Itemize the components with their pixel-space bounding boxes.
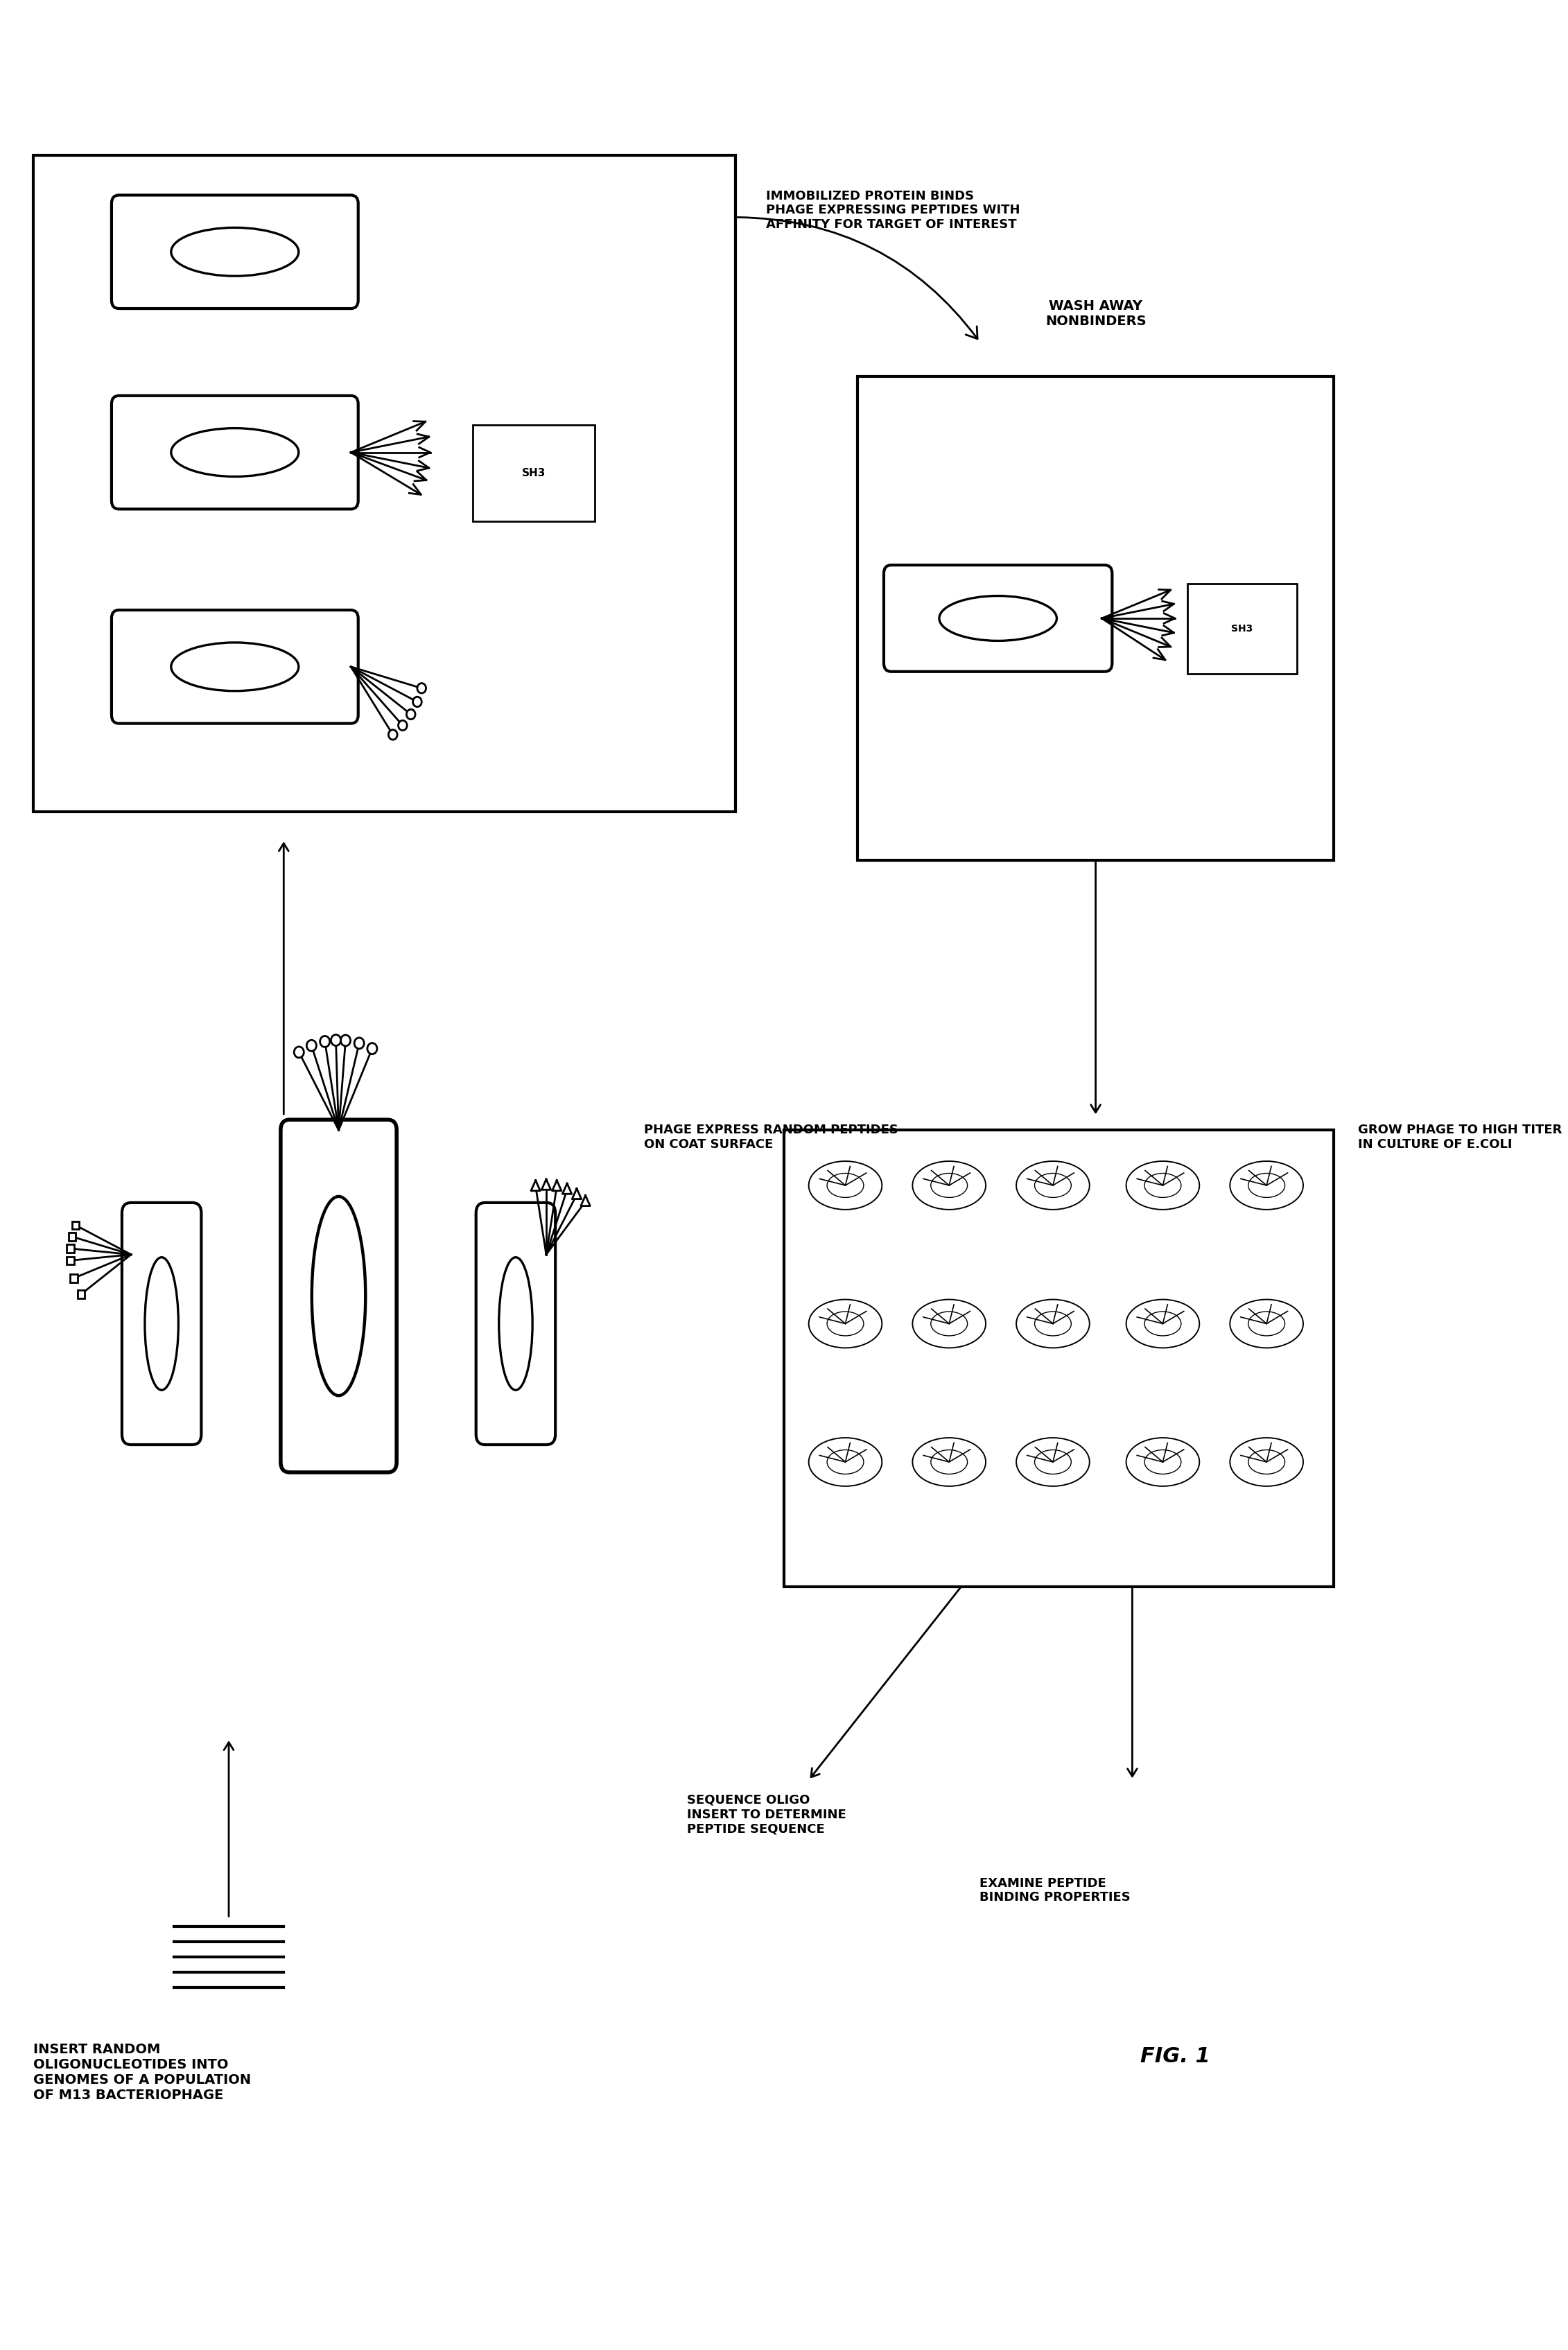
Ellipse shape xyxy=(1126,1300,1200,1349)
Ellipse shape xyxy=(931,1311,967,1335)
Ellipse shape xyxy=(931,1450,967,1473)
Text: INSERT RANDOM
OLIGONUCLEOTIDES INTO
GENOMES OF A POPULATION
OF M13 BACTERIOPHAGE: INSERT RANDOM OLIGONUCLEOTIDES INTO GENO… xyxy=(33,2042,251,2101)
FancyBboxPatch shape xyxy=(122,1203,201,1445)
Ellipse shape xyxy=(171,428,298,477)
Ellipse shape xyxy=(1126,1438,1200,1485)
Ellipse shape xyxy=(809,1438,881,1485)
Ellipse shape xyxy=(1145,1173,1181,1198)
Ellipse shape xyxy=(1035,1311,1071,1335)
Ellipse shape xyxy=(913,1300,986,1349)
Text: EXAMINE PEPTIDE
BINDING PROPERTIES: EXAMINE PEPTIDE BINDING PROPERTIES xyxy=(980,1878,1131,1904)
Ellipse shape xyxy=(809,1300,881,1349)
FancyBboxPatch shape xyxy=(111,195,358,308)
Bar xyxy=(77,1290,85,1297)
Bar xyxy=(69,1234,75,1241)
Circle shape xyxy=(354,1039,364,1048)
Circle shape xyxy=(320,1036,329,1048)
Polygon shape xyxy=(572,1189,582,1198)
Circle shape xyxy=(295,1046,304,1058)
Circle shape xyxy=(367,1043,376,1055)
Circle shape xyxy=(417,684,426,693)
Ellipse shape xyxy=(1229,1161,1303,1210)
Ellipse shape xyxy=(1126,1161,1200,1210)
Ellipse shape xyxy=(312,1196,365,1396)
Circle shape xyxy=(331,1034,340,1046)
FancyBboxPatch shape xyxy=(884,564,1112,672)
Polygon shape xyxy=(563,1184,572,1194)
Bar xyxy=(67,1257,74,1264)
Ellipse shape xyxy=(931,1173,967,1198)
Circle shape xyxy=(406,710,416,719)
Circle shape xyxy=(398,721,408,731)
Polygon shape xyxy=(580,1196,590,1206)
Ellipse shape xyxy=(826,1311,864,1335)
Circle shape xyxy=(412,698,422,707)
FancyBboxPatch shape xyxy=(111,611,358,724)
Ellipse shape xyxy=(809,1161,881,1210)
Bar xyxy=(72,1222,80,1229)
Ellipse shape xyxy=(144,1257,179,1391)
Bar xyxy=(33,155,735,813)
Ellipse shape xyxy=(826,1450,864,1473)
Ellipse shape xyxy=(1016,1161,1090,1210)
Text: SH3: SH3 xyxy=(522,468,546,479)
Ellipse shape xyxy=(171,228,298,275)
FancyArrowPatch shape xyxy=(737,216,977,338)
Bar xyxy=(784,1130,1334,1586)
Ellipse shape xyxy=(1016,1300,1090,1349)
Text: SEQUENCE OLIGO
INSERT TO DETERMINE
PEPTIDE SEQUENCE: SEQUENCE OLIGO INSERT TO DETERMINE PEPTI… xyxy=(687,1793,845,1835)
Bar xyxy=(67,1246,74,1253)
Ellipse shape xyxy=(1035,1450,1071,1473)
Circle shape xyxy=(307,1041,317,1050)
Ellipse shape xyxy=(1229,1438,1303,1485)
Text: IMMOBILIZED PROTEIN BINDS
PHAGE EXPRESSING PEPTIDES WITH
AFFINITY FOR TARGET OF : IMMOBILIZED PROTEIN BINDS PHAGE EXPRESSI… xyxy=(767,190,1021,230)
Ellipse shape xyxy=(939,597,1057,642)
Ellipse shape xyxy=(1145,1450,1181,1473)
Ellipse shape xyxy=(1145,1311,1181,1335)
Polygon shape xyxy=(541,1180,550,1189)
Ellipse shape xyxy=(1229,1300,1303,1349)
Text: FIG. 1: FIG. 1 xyxy=(1140,2047,1210,2066)
Ellipse shape xyxy=(913,1438,986,1485)
Polygon shape xyxy=(552,1180,561,1191)
Ellipse shape xyxy=(1248,1173,1284,1198)
Text: PHAGE EXPRESS RANDOM PEPTIDES
ON COAT SURFACE: PHAGE EXPRESS RANDOM PEPTIDES ON COAT SU… xyxy=(644,1123,898,1152)
Text: SH3: SH3 xyxy=(1231,623,1253,634)
Bar xyxy=(1187,583,1297,674)
Polygon shape xyxy=(532,1180,541,1191)
FancyBboxPatch shape xyxy=(477,1203,555,1445)
Text: GROW PHAGE TO HIGH TITER
IN CULTURE OF E.COLI: GROW PHAGE TO HIGH TITER IN CULTURE OF E… xyxy=(1358,1123,1562,1152)
FancyBboxPatch shape xyxy=(111,395,358,510)
Circle shape xyxy=(340,1034,351,1046)
FancyBboxPatch shape xyxy=(281,1119,397,1473)
Ellipse shape xyxy=(1016,1438,1090,1485)
Ellipse shape xyxy=(1248,1311,1284,1335)
Bar xyxy=(71,1274,77,1283)
Ellipse shape xyxy=(1035,1173,1071,1198)
Ellipse shape xyxy=(826,1173,864,1198)
Bar xyxy=(858,376,1334,860)
Bar xyxy=(474,425,594,522)
Ellipse shape xyxy=(171,642,298,691)
Text: WASH AWAY
NONBINDERS: WASH AWAY NONBINDERS xyxy=(1046,298,1146,329)
Ellipse shape xyxy=(1248,1450,1284,1473)
Circle shape xyxy=(389,731,397,740)
Ellipse shape xyxy=(499,1257,533,1391)
Ellipse shape xyxy=(913,1161,986,1210)
